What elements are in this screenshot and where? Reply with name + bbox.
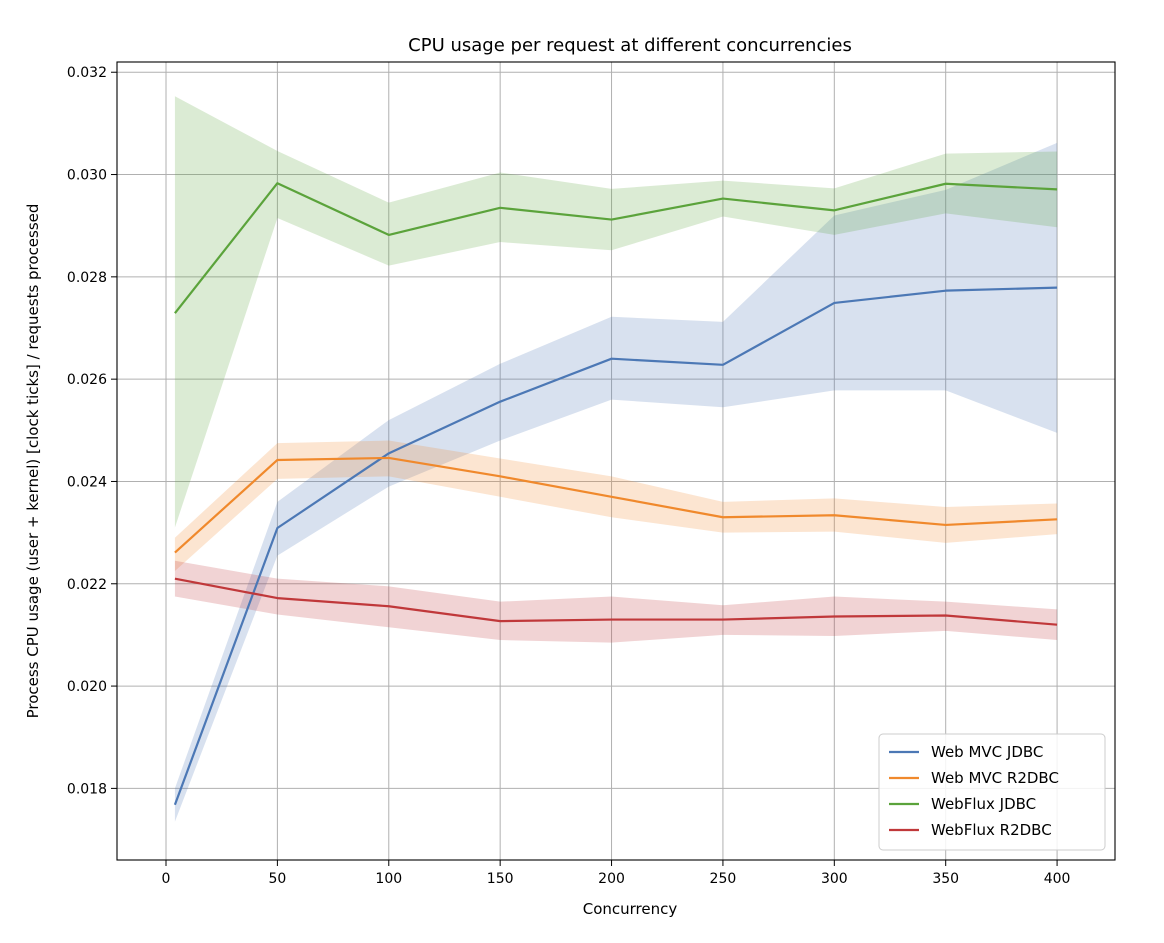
series-line-1 (174, 456, 1058, 554)
y-tick-label: 0.032 (67, 65, 107, 81)
band-2 (174, 96, 1058, 528)
legend-label-3: WebFlux R2DBC (931, 821, 1052, 839)
y-tick-label: 0.024 (67, 474, 107, 490)
x-tick-label: 350 (932, 871, 959, 887)
y-tick-label: 0.026 (67, 372, 107, 388)
y-axis-title: Process CPU usage (user + kernel) [clock… (24, 204, 42, 719)
series-line-0 (173, 286, 1058, 806)
x-tick-label: 0 (162, 871, 171, 887)
axes-frame (116, 61, 1116, 861)
x-tick-label: 400 (1044, 871, 1071, 887)
y-tick-label: 0.020 (67, 679, 107, 695)
y-tick-label: 0.028 (67, 270, 107, 286)
plot-area: 0 50 100 150 200 250 300 350 400 0.018 0.020 0.022 0… (67, 61, 1116, 887)
legend-label-1: Web MVC R2DBC (931, 769, 1059, 787)
y-tick-label: 0.030 (67, 168, 107, 184)
x-axis-title: Concurrency (583, 900, 678, 918)
legend-label-2: WebFlux JDBC (931, 795, 1036, 813)
legend: Web MVC JDBC Web MVC R2DBC WebFlux JDBC Web… (878, 733, 1106, 851)
x-tick-label: 200 (598, 871, 625, 887)
x-tick-label: 250 (710, 871, 737, 887)
band-3 (174, 560, 1058, 643)
x-tick-label: 300 (821, 871, 848, 887)
band-1 (174, 440, 1058, 571)
chart-title: CPU usage per request at different concu… (408, 35, 852, 56)
y-tick-label: 0.018 (67, 781, 107, 797)
band-0 (174, 142, 1058, 822)
legend-box (878, 733, 1106, 851)
legend-label-0: Web MVC JDBC (931, 743, 1043, 761)
series-line-2 (174, 182, 1058, 314)
y-tick-label: 0.022 (67, 577, 107, 593)
x-tick-label: 100 (375, 871, 402, 887)
series-line-3 (174, 577, 1058, 626)
x-tick-label: 150 (487, 871, 514, 887)
x-tick-label: 50 (268, 871, 286, 887)
